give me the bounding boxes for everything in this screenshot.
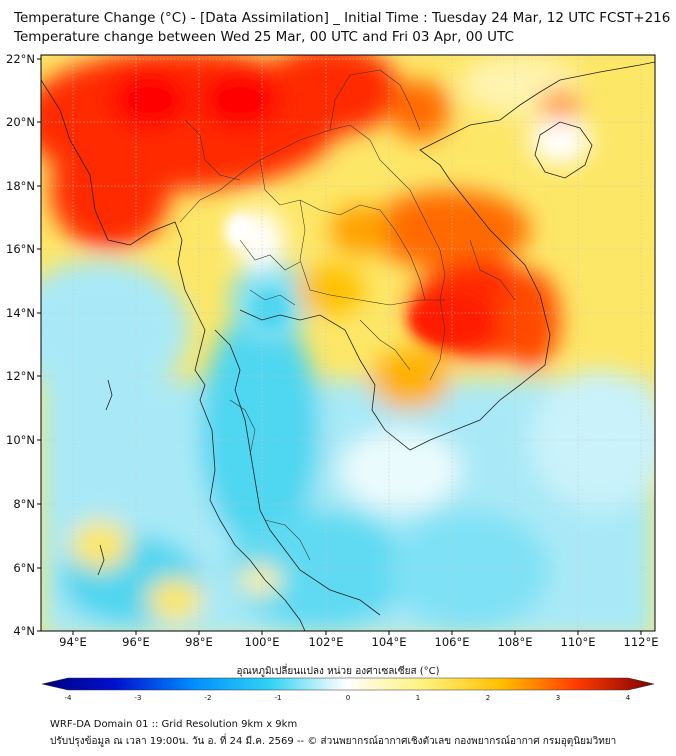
lon-label: 98°E bbox=[185, 635, 213, 649]
colorbar-tick: 4 bbox=[626, 694, 631, 702]
lat-label: 12°N bbox=[6, 369, 35, 383]
map-title-line1: Temperature Change (°C) - [Data Assimila… bbox=[14, 10, 671, 26]
lat-label: 10°N bbox=[6, 433, 35, 447]
lon-label: 94°E bbox=[59, 635, 87, 649]
lon-label: 96°E bbox=[122, 635, 150, 649]
lat-label: 6°N bbox=[13, 561, 35, 575]
footer-credit: ปรับปรุงข้อมูล ณ เวลา 19:00น. วัน อ. ที่… bbox=[50, 736, 617, 747]
colorbar-ticks: -4 -3 -2 -1 0 1 2 3 4 bbox=[65, 694, 631, 702]
lon-label: 108°E bbox=[498, 635, 533, 649]
lat-label: 8°N bbox=[13, 497, 35, 511]
lon-label: 106°E bbox=[435, 635, 470, 649]
lat-label: 20°N bbox=[6, 115, 35, 129]
temperature-map: 4°N 6°N 8°N 10°N 12°N 14°N 16°N 18°N 20°… bbox=[6, 52, 658, 649]
map-frame bbox=[40, 54, 656, 632]
colorbar-ramp bbox=[41, 677, 655, 691]
lon-label: 104°E bbox=[372, 635, 407, 649]
lat-label: 16°N bbox=[6, 242, 35, 256]
graticule bbox=[41, 55, 655, 631]
lon-label: 110°E bbox=[561, 635, 596, 649]
colorbar-tick: -3 bbox=[135, 694, 142, 702]
lat-label: 14°N bbox=[6, 306, 35, 320]
colorbar-tick: -1 bbox=[275, 694, 282, 702]
colorbar-tick: 0 bbox=[346, 694, 350, 702]
colorbar-tick: 1 bbox=[416, 694, 420, 702]
map-title-line2: Temperature change between Wed 25 Mar, 0… bbox=[14, 29, 514, 45]
footer-model-info: WRF-DA Domain 01 :: Grid Resolution 9km … bbox=[50, 719, 298, 730]
lat-label: 18°N bbox=[6, 179, 35, 193]
coastlines bbox=[41, 61, 655, 631]
temperature-field bbox=[41, 55, 655, 631]
lon-label: 102°E bbox=[309, 635, 344, 649]
colorbar-tick: 3 bbox=[556, 694, 560, 702]
colorbar-tick: -4 bbox=[65, 694, 73, 702]
borders bbox=[179, 69, 516, 561]
colorbar-tick: -2 bbox=[205, 694, 212, 702]
latitude-labels: 4°N 6°N 8°N 10°N 12°N 14°N 16°N 18°N 20°… bbox=[6, 52, 35, 638]
longitude-labels: 94°E 96°E 98°E 100°E 102°E 104°E 106°E 1… bbox=[59, 635, 658, 649]
lat-label: 22°N bbox=[6, 52, 35, 66]
colorbar-label: อุณหภูมิเปลี่ยนแปลง หน่วย องศาเซลเซียส (… bbox=[236, 666, 440, 677]
lon-label: 112°E bbox=[624, 635, 659, 649]
lon-label: 100°E bbox=[245, 635, 280, 649]
colorbar-tick: 2 bbox=[486, 694, 490, 702]
colorbar: -4 -3 -2 -1 0 1 2 3 4 bbox=[41, 677, 655, 702]
lat-label: 4°N bbox=[13, 624, 35, 638]
